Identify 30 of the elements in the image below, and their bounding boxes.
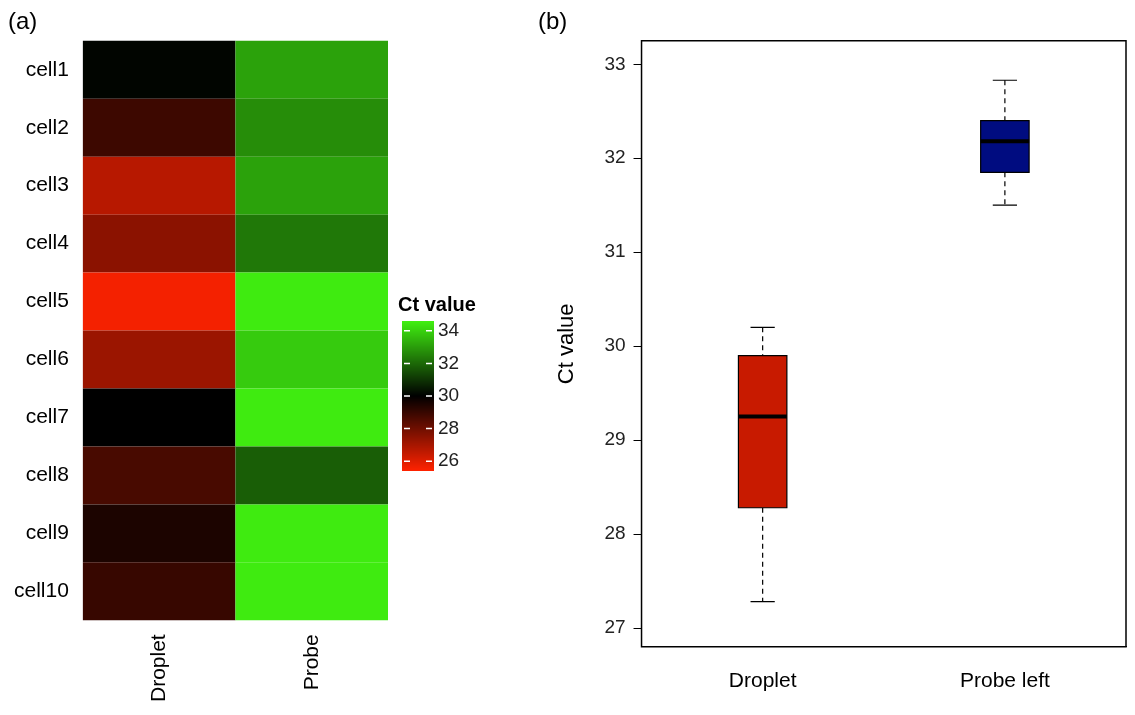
color-bar-label: 34 [438, 319, 460, 341]
y-tick-label: cell3 [25, 172, 69, 196]
y-tick-label: cell8 [25, 462, 69, 486]
chart-title: (a) [8, 7, 38, 35]
color-bar-label: 28 [438, 416, 460, 438]
x-tick-label: Probe left [959, 668, 1050, 692]
chart-title: (b) [538, 7, 568, 35]
y-tick-label: cell2 [25, 114, 69, 138]
y-axis-title: Ct value [553, 303, 579, 385]
y-tick-label: 28 [604, 522, 626, 544]
color-bar-label: 30 [438, 384, 460, 406]
y-tick-label: 33 [604, 52, 626, 74]
y-tick-label: cell5 [25, 288, 69, 312]
y-tick-label: 30 [604, 334, 626, 356]
y-tick-label: 32 [604, 146, 626, 168]
y-tick-label: 29 [604, 428, 626, 450]
y-tick-label: cell4 [25, 230, 70, 254]
y-tick-label: cell6 [25, 346, 69, 370]
color-bar-title: Ct value [398, 292, 476, 315]
y-tick-label: 31 [604, 240, 626, 262]
color-bar-label: 26 [438, 449, 460, 471]
y-tick-label: cell1 [25, 56, 69, 80]
x-tick-label: Droplet [728, 668, 797, 692]
color-bar-label: 32 [438, 351, 460, 373]
x-tick-label: Droplet [145, 634, 169, 703]
y-tick-label: cell7 [25, 404, 69, 428]
y-tick-label: cell10 [13, 578, 69, 602]
x-tick-label: Probe [298, 634, 322, 691]
y-tick-label: cell9 [25, 520, 69, 544]
y-tick-label: 27 [604, 616, 626, 638]
